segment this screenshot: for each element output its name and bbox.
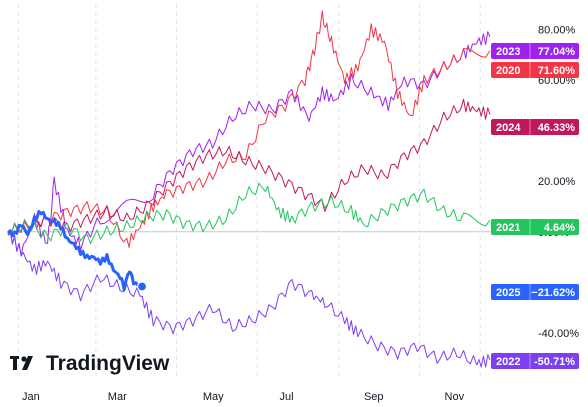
x-axis: Jan Mar May Jul Sep Nov bbox=[22, 391, 465, 403]
value-tag-series-name: 2023 bbox=[496, 46, 520, 58]
tradingview-wordmark: TradingView bbox=[46, 352, 170, 375]
value-tag-bg bbox=[491, 219, 579, 235]
tradingview-logo-icon bbox=[10, 356, 33, 370]
value-tag-value: -50.71% bbox=[534, 356, 575, 368]
value-tag-value: 77.04% bbox=[538, 46, 576, 58]
value-tag-value: 71.60% bbox=[538, 65, 576, 77]
x-tick-label: Sep bbox=[364, 391, 384, 403]
x-tick-label: Mar bbox=[108, 391, 127, 403]
series-lines bbox=[6, 10, 491, 368]
series-line-2022 bbox=[7, 230, 491, 368]
value-tag-series-name: 2021 bbox=[496, 222, 520, 234]
value-tag-bg bbox=[491, 353, 579, 369]
value-tag-2024[interactable]: 2024 46.33% bbox=[491, 119, 579, 135]
value-tag-bg bbox=[491, 43, 579, 59]
x-tick-label: Jan bbox=[22, 391, 40, 403]
value-tag-2025[interactable]: 2025 −21.62% bbox=[491, 284, 579, 300]
value-tag-2023[interactable]: 2023 77.04% bbox=[491, 43, 579, 59]
value-tag-value: 46.33% bbox=[538, 122, 576, 134]
value-tag-value: 4.64% bbox=[544, 222, 575, 234]
value-tag-2022[interactable]: 2022 -50.71% bbox=[491, 353, 579, 369]
value-tag-2020[interactable]: 2020 71.60% bbox=[491, 62, 579, 78]
y-tick-label: 80.00% bbox=[538, 24, 576, 36]
x-tick-label: May bbox=[203, 391, 224, 403]
value-tag-bg bbox=[491, 284, 579, 300]
series-line-2020 bbox=[7, 10, 491, 248]
series-line-2024 bbox=[7, 98, 491, 236]
grid bbox=[17, 4, 481, 376]
value-tag-value: −21.62% bbox=[531, 287, 575, 299]
value-tag-bg bbox=[491, 62, 579, 78]
y-tick-label: -40.00% bbox=[538, 328, 579, 340]
value-tag-bg bbox=[491, 119, 579, 135]
x-tick-label: Nov bbox=[445, 391, 465, 403]
value-tag-series-name: 2024 bbox=[496, 122, 521, 134]
series-line-2023 bbox=[7, 31, 491, 257]
series-last-point-2025 bbox=[136, 281, 148, 292]
tradingview-logo[interactable]: TradingView bbox=[10, 352, 170, 375]
value-tag-series-name: 2025 bbox=[496, 287, 520, 299]
value-tag-series-name: 2022 bbox=[496, 356, 520, 368]
y-tick-label: 20.00% bbox=[538, 176, 576, 188]
value-tag-series-name: 2020 bbox=[496, 65, 520, 77]
series-line-2021 bbox=[7, 182, 491, 245]
series-line-2025 bbox=[6, 210, 141, 292]
x-tick-label: Jul bbox=[279, 391, 293, 403]
series-value-tags[interactable]: 2023 77.04%2020 71.60%2024 46.33%2021 4.64%2… bbox=[491, 43, 579, 369]
value-tag-2021[interactable]: 2021 4.64% bbox=[491, 219, 579, 235]
